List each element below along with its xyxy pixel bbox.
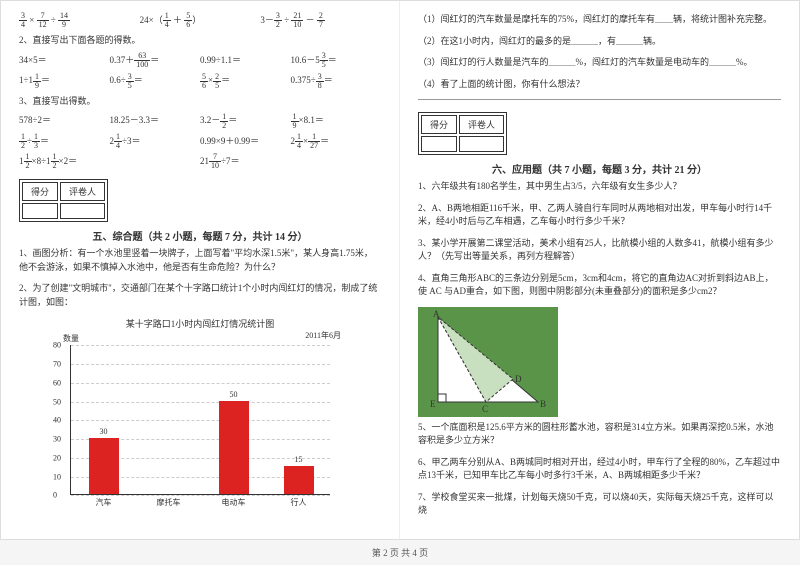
y-tick-label: 50 <box>53 397 61 406</box>
expr: 0.99×9＋0.99＝ <box>200 133 291 150</box>
expr: 578÷2＝ <box>19 112 110 129</box>
s6-q4: 4、直角三角形ABC的三条边分别是5cm，3cm和4cm，将它的直角边AC对折到… <box>418 272 781 299</box>
s6-q7: 7、学校食堂买来一批煤，计划每天烧50千克，可以烧40天，实际每天烧25千克，这… <box>418 491 781 518</box>
expr-block-1: 34 × 712 ÷ 149 24×（14 ＋ 56） 3－32 ÷ 2110 … <box>19 12 381 29</box>
exam-page: 34 × 712 ÷ 149 24×（14 ＋ 56） 3－32 ÷ 2110 … <box>0 0 800 540</box>
score-box: 得分 评卷人 <box>418 112 507 155</box>
q2-row: 34×5＝ 0.37＋63100＝ 0.99÷1.1＝ 10.6－535＝ <box>19 52 381 69</box>
sub-q1: （1）闯红灯的汽车数量是摩托车的75%，闯红灯的摩托车有＿＿辆，将统计图补充完整… <box>418 13 781 27</box>
grader-label: 评卷人 <box>459 115 504 134</box>
expr: 0.37＋63100＝ <box>110 52 201 69</box>
chart-bar <box>219 401 249 495</box>
separator <box>418 99 781 100</box>
expr: 24×（14 ＋ 56） <box>140 12 261 29</box>
section6-title: 六、应用题（共 7 小题，每题 3 分，共计 21 分） <box>418 161 781 176</box>
bar-value-label: 30 <box>89 427 119 436</box>
s5-q2: 2、为了创建"文明城市"，交通部门在某个十字路口统计1个小时内闯红灯的情况，制成… <box>19 282 381 309</box>
y-tick-label: 70 <box>53 360 61 369</box>
expr: 3－32 ÷ 2110 － 27 <box>260 12 381 29</box>
expr: 34×5＝ <box>19 52 110 69</box>
sub-q4: （4）看了上面的统计图，你有什么想法？ <box>418 78 781 92</box>
expr: 19×8.1＝ <box>291 112 382 129</box>
q3-row: 12÷13＝ 214÷3＝ 0.99×9＋0.99＝ 214×127＝ <box>19 133 381 150</box>
grader-label: 评卷人 <box>60 182 105 201</box>
s6-q5: 5、一个底面积是125.6平方米的圆柱形蓄水池，容积是314立方米。如果再深挖0… <box>418 421 781 448</box>
expr: 12÷13＝ <box>19 133 110 150</box>
x-axis-label: 摩托车 <box>149 497 189 508</box>
bar-value-label: 15 <box>284 455 314 464</box>
score-label: 得分 <box>421 115 457 134</box>
q2-row: 1÷119＝ 0.6÷35＝ 56×25＝ 0.375÷38＝ <box>19 72 381 89</box>
vertex-e: E <box>430 399 436 409</box>
y-tick-label: 30 <box>53 435 61 444</box>
y-tick-label: 0 <box>53 491 57 500</box>
expr: 0.99÷1.1＝ <box>200 52 291 69</box>
expr: 112×8÷112×2＝ <box>19 153 200 170</box>
expr: 1÷119＝ <box>19 72 110 89</box>
x-axis-label: 汽车 <box>84 497 124 508</box>
expr: 34 × 712 ÷ 149 <box>19 12 140 29</box>
vertex-a: A <box>433 309 440 319</box>
q3-title: 3、直接写出得数。 <box>19 94 381 108</box>
sub-q2: （2）在这1小时内，闯红灯的最多的是＿＿＿，有＿＿＿辆。 <box>418 35 781 49</box>
x-axis-label: 行人 <box>279 497 319 508</box>
expr: 214×127＝ <box>291 133 382 150</box>
expr: 18.25－3.3＝ <box>110 112 201 129</box>
s6-q6: 6、甲乙两车分别从A、B两城同时相对开出，经过4小时，甲车行了全程的80%，乙车… <box>418 456 781 483</box>
y-tick-label: 10 <box>53 472 61 481</box>
y-axis-title: 数量 <box>63 333 79 344</box>
y-tick-label: 20 <box>53 453 61 462</box>
y-tick-label: 80 <box>53 341 61 350</box>
s5-q1: 1、画图分析：有一个水池里竖着一块牌子，上面写着"平均水深1.5米"，某人身高1… <box>19 247 381 274</box>
s6-q2: 2、A、B两地相距116千米，甲、乙两人骑自行车同时从两地相对出发，甲车每小时行… <box>418 202 781 229</box>
q3-row: 112×8÷112×2＝ 21710÷7＝ <box>19 153 381 170</box>
expr: 0.375÷38＝ <box>291 72 382 89</box>
section5-title: 五、综合题（共 2 小题，每题 7 分，共计 14 分） <box>19 228 381 243</box>
chart-bar <box>284 466 314 494</box>
expr: 0.6÷35＝ <box>110 72 201 89</box>
triangle-svg: A E C D B <box>418 307 558 417</box>
sub-q3: （3）闯红灯的行人数量是汽车的＿＿＿%，闯红灯的汽车数量是电动车的＿＿＿%。 <box>418 56 781 70</box>
chart-title: 某十字路口1小时内闯红灯情况统计图 <box>19 317 381 330</box>
q2-title: 2、直接写出下面各题的得数。 <box>19 33 381 47</box>
expr: 10.6－535＝ <box>291 52 382 69</box>
expr: 214÷3＝ <box>110 133 201 150</box>
vertex-c: C <box>482 404 488 414</box>
score-label: 得分 <box>22 182 58 201</box>
page-footer: 第 2 页 共 4 页 <box>0 546 800 559</box>
score-box: 得分 评卷人 <box>19 179 108 222</box>
expr: 56×25＝ <box>200 72 291 89</box>
y-tick-label: 60 <box>53 378 61 387</box>
chart-bar <box>89 438 119 494</box>
expr: 3.2－12＝ <box>200 112 291 129</box>
triangle-figure: A E C D B <box>418 307 558 417</box>
right-column: （1）闯红灯的汽车数量是摩托车的75%，闯红灯的摩托车有＿＿辆，将统计图补充完整… <box>400 1 799 539</box>
vertex-b: B <box>540 399 546 409</box>
q3-row: 578÷2＝ 18.25－3.3＝ 3.2－12＝ 19×8.1＝ <box>19 112 381 129</box>
x-axis-label: 电动车 <box>214 497 254 508</box>
vertex-d: D <box>515 374 522 384</box>
expr: 21710÷7＝ <box>200 153 381 170</box>
bar-value-label: 50 <box>219 390 249 399</box>
s6-q1: 1、六年级共有180名学生，其中男生占3/5，六年级有女生多少人？ <box>418 180 781 194</box>
bar-chart: 数量 0102030405060708030汽车摩托车50电动车15行人 <box>70 345 330 495</box>
y-tick-label: 40 <box>53 416 61 425</box>
s6-q3: 3、某小学开展第二课堂活动，美术小组有25人，比航模小组的人数多41，航模小组有… <box>418 237 781 264</box>
left-column: 34 × 712 ÷ 149 24×（14 ＋ 56） 3－32 ÷ 2110 … <box>1 1 400 539</box>
